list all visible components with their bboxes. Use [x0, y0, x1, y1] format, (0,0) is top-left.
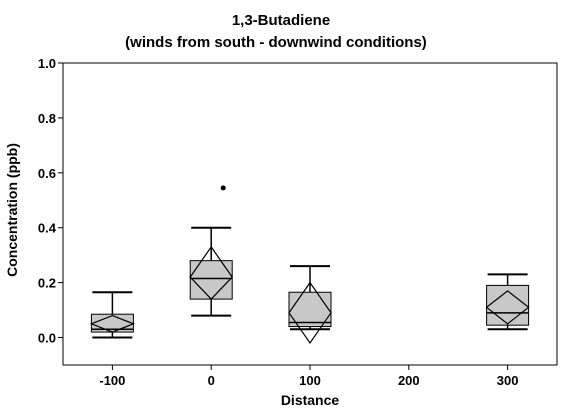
x-tick-label: 300	[497, 373, 519, 388]
y-tick-label: 0.2	[38, 276, 56, 291]
x-tick-label: 200	[398, 373, 420, 388]
iqr-box	[486, 284, 530, 326]
y-axis-label: Concentration (ppb)	[4, 143, 20, 277]
x-tick-label: -100	[99, 373, 125, 388]
x-tick-label: 100	[299, 373, 321, 388]
box-group-0	[89, 291, 136, 339]
mean-diamond	[89, 314, 136, 333]
mean-diamond	[189, 245, 233, 300]
x-axis-label: Distance	[281, 392, 340, 408]
y-tick-label: 0.4	[38, 221, 57, 236]
box-group-1	[189, 185, 233, 317]
iqr-box	[189, 260, 233, 300]
mean-diamond	[485, 290, 530, 325]
chart-title: 1,3-Butadiene	[232, 12, 330, 29]
y-tick-label: 0.6	[38, 166, 56, 181]
box-groups	[89, 185, 530, 345]
x-tick-label: 0	[208, 373, 215, 388]
y-tick-label: 0.0	[38, 331, 56, 346]
y-axis: 0.0 0.2 0.4 0.6 0.8 1.0	[38, 56, 63, 346]
y-tick-label: 1.0	[38, 56, 56, 71]
outlier-point	[220, 185, 226, 191]
iqr-box	[288, 291, 332, 328]
mean-diamond	[288, 281, 332, 345]
y-tick-label: 0.8	[38, 111, 56, 126]
x-axis: -100 0 100 200 300	[99, 365, 518, 388]
chart-subtitle: (winds from south - downwind conditions)	[125, 34, 427, 51]
box-group-3	[485, 273, 530, 331]
box-group-2	[288, 265, 332, 345]
